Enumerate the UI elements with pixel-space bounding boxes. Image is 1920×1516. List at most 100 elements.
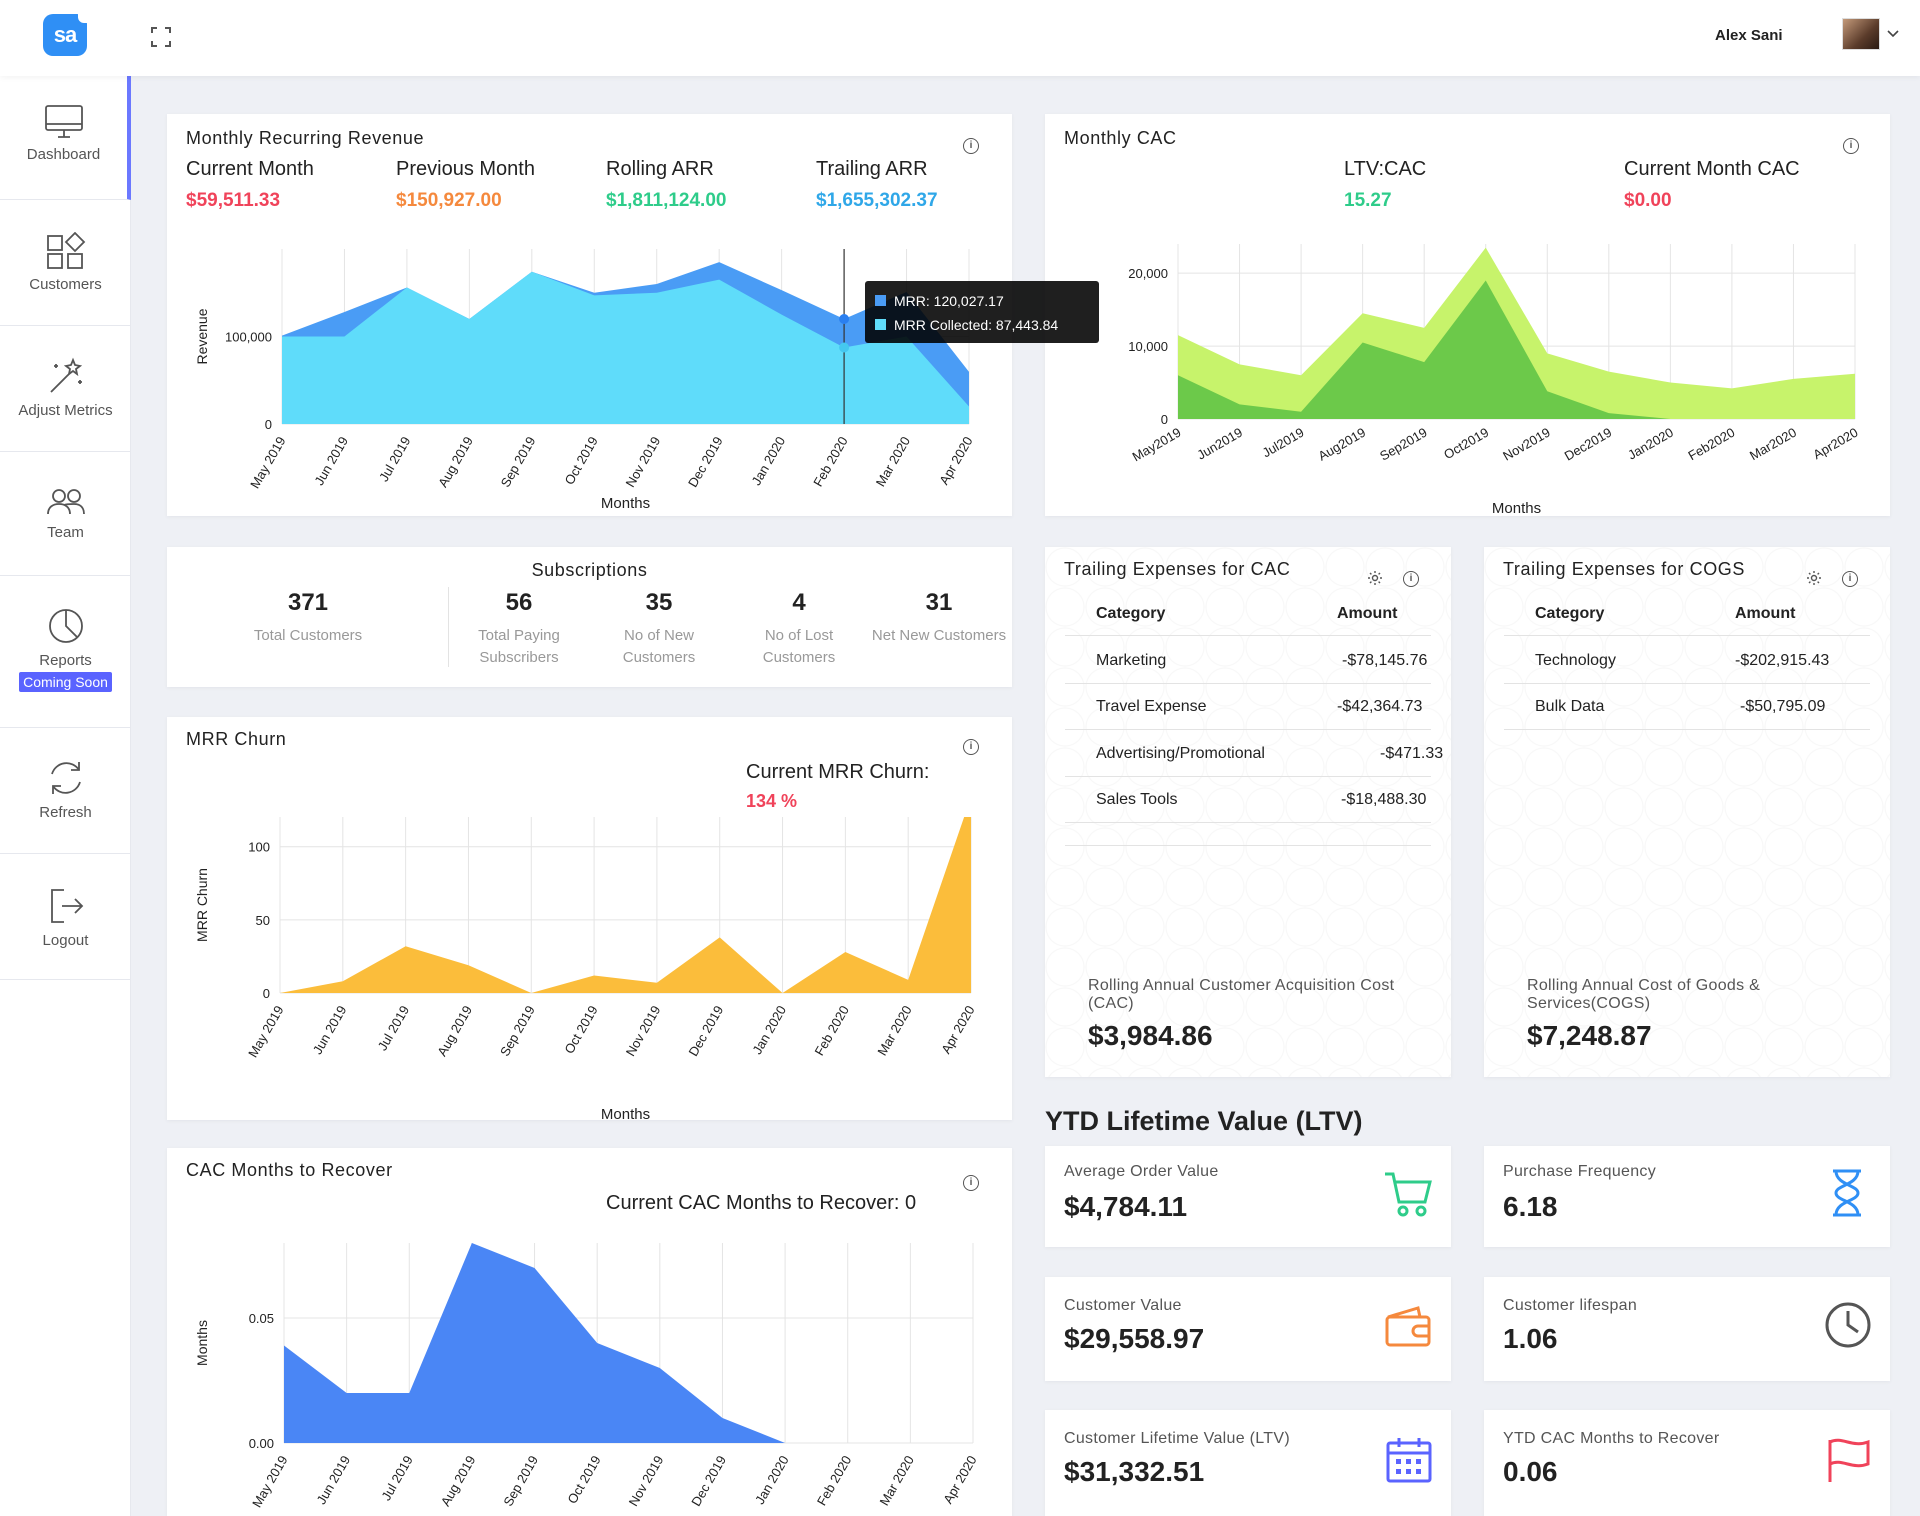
info-icon[interactable]: i [1843, 138, 1859, 154]
app-logo[interactable]: sa [43, 14, 87, 56]
sidebar-item-label: Reports [39, 652, 92, 669]
calendar-icon [1386, 1438, 1432, 1483]
category-cell: Bulk Data [1535, 698, 1605, 715]
x-tick-label: Feb 2020 [812, 1003, 852, 1058]
grid-icon [46, 232, 85, 269]
stat-value: 371 [287, 589, 329, 616]
y-axis-label: Revenue [194, 308, 210, 364]
sidebar-item-label: Dashboard [26, 146, 101, 163]
hourglass-icon [1833, 1169, 1861, 1217]
rolling-value: $7,248.87 [1527, 1020, 1652, 1051]
ltv-card-average-order-value: Average Order Value $4,784.11 [1045, 1146, 1451, 1247]
x-tick-label: Jan 2020 [749, 1003, 789, 1057]
x-tick-label: Dec2019 [1562, 425, 1615, 464]
metric-label: Current Month CAC [1624, 158, 1800, 180]
ltv-value: $4,784.11 [1064, 1191, 1188, 1222]
x-tick-label: Jun 2019 [311, 434, 351, 488]
users-icon [46, 489, 85, 515]
x-axis-label: Months [601, 495, 650, 512]
x-tick-label: Aug 2019 [434, 1003, 475, 1059]
stat-label: Total Customers [253, 627, 363, 644]
metric-value: $59,511.33 [186, 190, 281, 211]
fullscreen-icon[interactable] [150, 26, 172, 48]
column-header: Category [1096, 605, 1166, 622]
sidebar-item-reports[interactable]: Reports Coming Soon [0, 576, 131, 728]
hover-point [839, 313, 850, 324]
x-tick-label: Sep 2019 [497, 1003, 538, 1059]
x-tick-label: Jun 2019 [313, 1453, 353, 1507]
x-tick-label: Feb 2020 [810, 434, 850, 489]
rolling-value: $3,984.86 [1088, 1020, 1213, 1051]
ltv-card-customer-lifespan: Customer lifespan 1.06 [1484, 1277, 1890, 1381]
sidebar-item-label: Refresh [39, 804, 92, 821]
y-tick-label: 20,000 [1128, 266, 1168, 281]
gear-icon[interactable] [1806, 570, 1822, 586]
trailing-expenses-cogs-card: Trailing Expenses for COGS i Category Am… [1484, 547, 1890, 1077]
x-tick-label: Aug 2019 [438, 1453, 479, 1509]
series-area-1 [284, 1243, 973, 1443]
info-icon[interactable]: i [1403, 571, 1419, 587]
card-title: Trailing Expenses for COGS [1503, 559, 1746, 579]
sidebar-item-dashboard[interactable]: Dashboard [0, 76, 131, 200]
sidebar-item-adjust-metrics[interactable]: Adjust Metrics [0, 326, 131, 452]
ltv-label: Purchase Frequency [1503, 1163, 1657, 1180]
chart-tooltip: MRR: 120,027.17 MRR Collected: 87,443.84 [865, 281, 1099, 343]
metric-value: $1,811,124.00 [606, 190, 727, 211]
y-axis-label: Months [194, 1320, 210, 1366]
y-tick-label: 100 [248, 840, 270, 855]
series-area-2 [1178, 280, 1855, 419]
ltv-value: 6.18 [1503, 1191, 1558, 1222]
x-tick-label: Dec 2019 [688, 1453, 729, 1509]
sidebar-item-label: Logout [42, 932, 89, 949]
magic-wand-icon [49, 357, 82, 393]
ltv-label: YTD CAC Months to Recover [1503, 1430, 1720, 1447]
sidebar-item-label: Adjust Metrics [18, 402, 113, 419]
stat-label: No of Lost Customers [762, 627, 836, 666]
info-icon[interactable]: i [963, 739, 979, 755]
ltv-card-customer-value: Customer Value $29,558.97 [1045, 1277, 1451, 1381]
sidebar-item-refresh[interactable]: Refresh [0, 728, 131, 854]
x-tick-label: Nov 2019 [626, 1453, 667, 1509]
info-icon[interactable]: i [963, 138, 979, 154]
category-cell: Advertising/Promotional [1096, 745, 1265, 762]
chevron-down-icon[interactable] [1886, 26, 1900, 40]
x-tick-label: Apr 2020 [938, 1003, 977, 1056]
card-title: MRR Churn [186, 729, 287, 749]
x-tick-label: Jun2019 [1194, 425, 1245, 463]
x-tick-label: Mar2020 [1747, 425, 1799, 464]
metric-label: LTV:CAC [1344, 158, 1427, 180]
stat-label: Net New Customers [871, 627, 1007, 644]
gear-icon[interactable] [1367, 570, 1383, 586]
column-header: Category [1535, 605, 1605, 622]
x-tick-label: Apr2020 [1810, 425, 1860, 463]
metric-label: Previous Month [396, 158, 535, 180]
stat-label: No of New Customers [622, 627, 696, 666]
info-icon[interactable]: i [963, 1175, 979, 1191]
metric-label: Trailing ARR [816, 158, 928, 180]
ltv-card-lifetime-value: Customer Lifetime Value (LTV) $31,332.51 [1045, 1410, 1451, 1516]
x-tick-label: Jul 2019 [376, 434, 414, 484]
amount-cell: -$202,915.43 [1735, 652, 1830, 669]
y-tick-label: 0.05 [249, 1311, 274, 1326]
section-title: YTD Lifetime Value (LTV) [1045, 1106, 1363, 1136]
subscriptions-card: Subscriptions 371 Total Customers 56 Tot… [167, 547, 1012, 687]
cac-area-chart: 0 10,000 20,000 May2019 Jun2019 Jul2019 Aug201… [1128, 244, 1861, 516]
stat-value: 31 [925, 589, 953, 616]
sidebar-item-customers[interactable]: Customers [0, 200, 131, 326]
avatar[interactable] [1842, 18, 1880, 50]
user-name[interactable]: Alex Sani [1715, 27, 1783, 44]
recover-area-chart: 0.00 0.05 May 2019 Jun 2019 Jul 2019 Aug 2019… [194, 1243, 980, 1510]
x-tick-label: Mar 2020 [877, 1453, 917, 1508]
series-area-2 [282, 271, 969, 424]
sidebar-item-team[interactable]: Team [0, 452, 131, 576]
sidebar-item-logout[interactable]: Logout [0, 854, 131, 980]
x-tick-label: May 2019 [249, 1453, 291, 1510]
x-tick-label: Sep 2019 [500, 1453, 541, 1509]
x-tick-label: Aug 2019 [435, 434, 476, 490]
category-cell: Technology [1535, 652, 1616, 669]
stat-value: 4 [792, 589, 806, 616]
x-tick-label: Feb 2020 [814, 1453, 854, 1508]
y-tick-label: 10,000 [1128, 339, 1168, 354]
x-tick-label: Jan 2020 [752, 1453, 792, 1507]
info-icon[interactable]: i [1842, 571, 1858, 587]
